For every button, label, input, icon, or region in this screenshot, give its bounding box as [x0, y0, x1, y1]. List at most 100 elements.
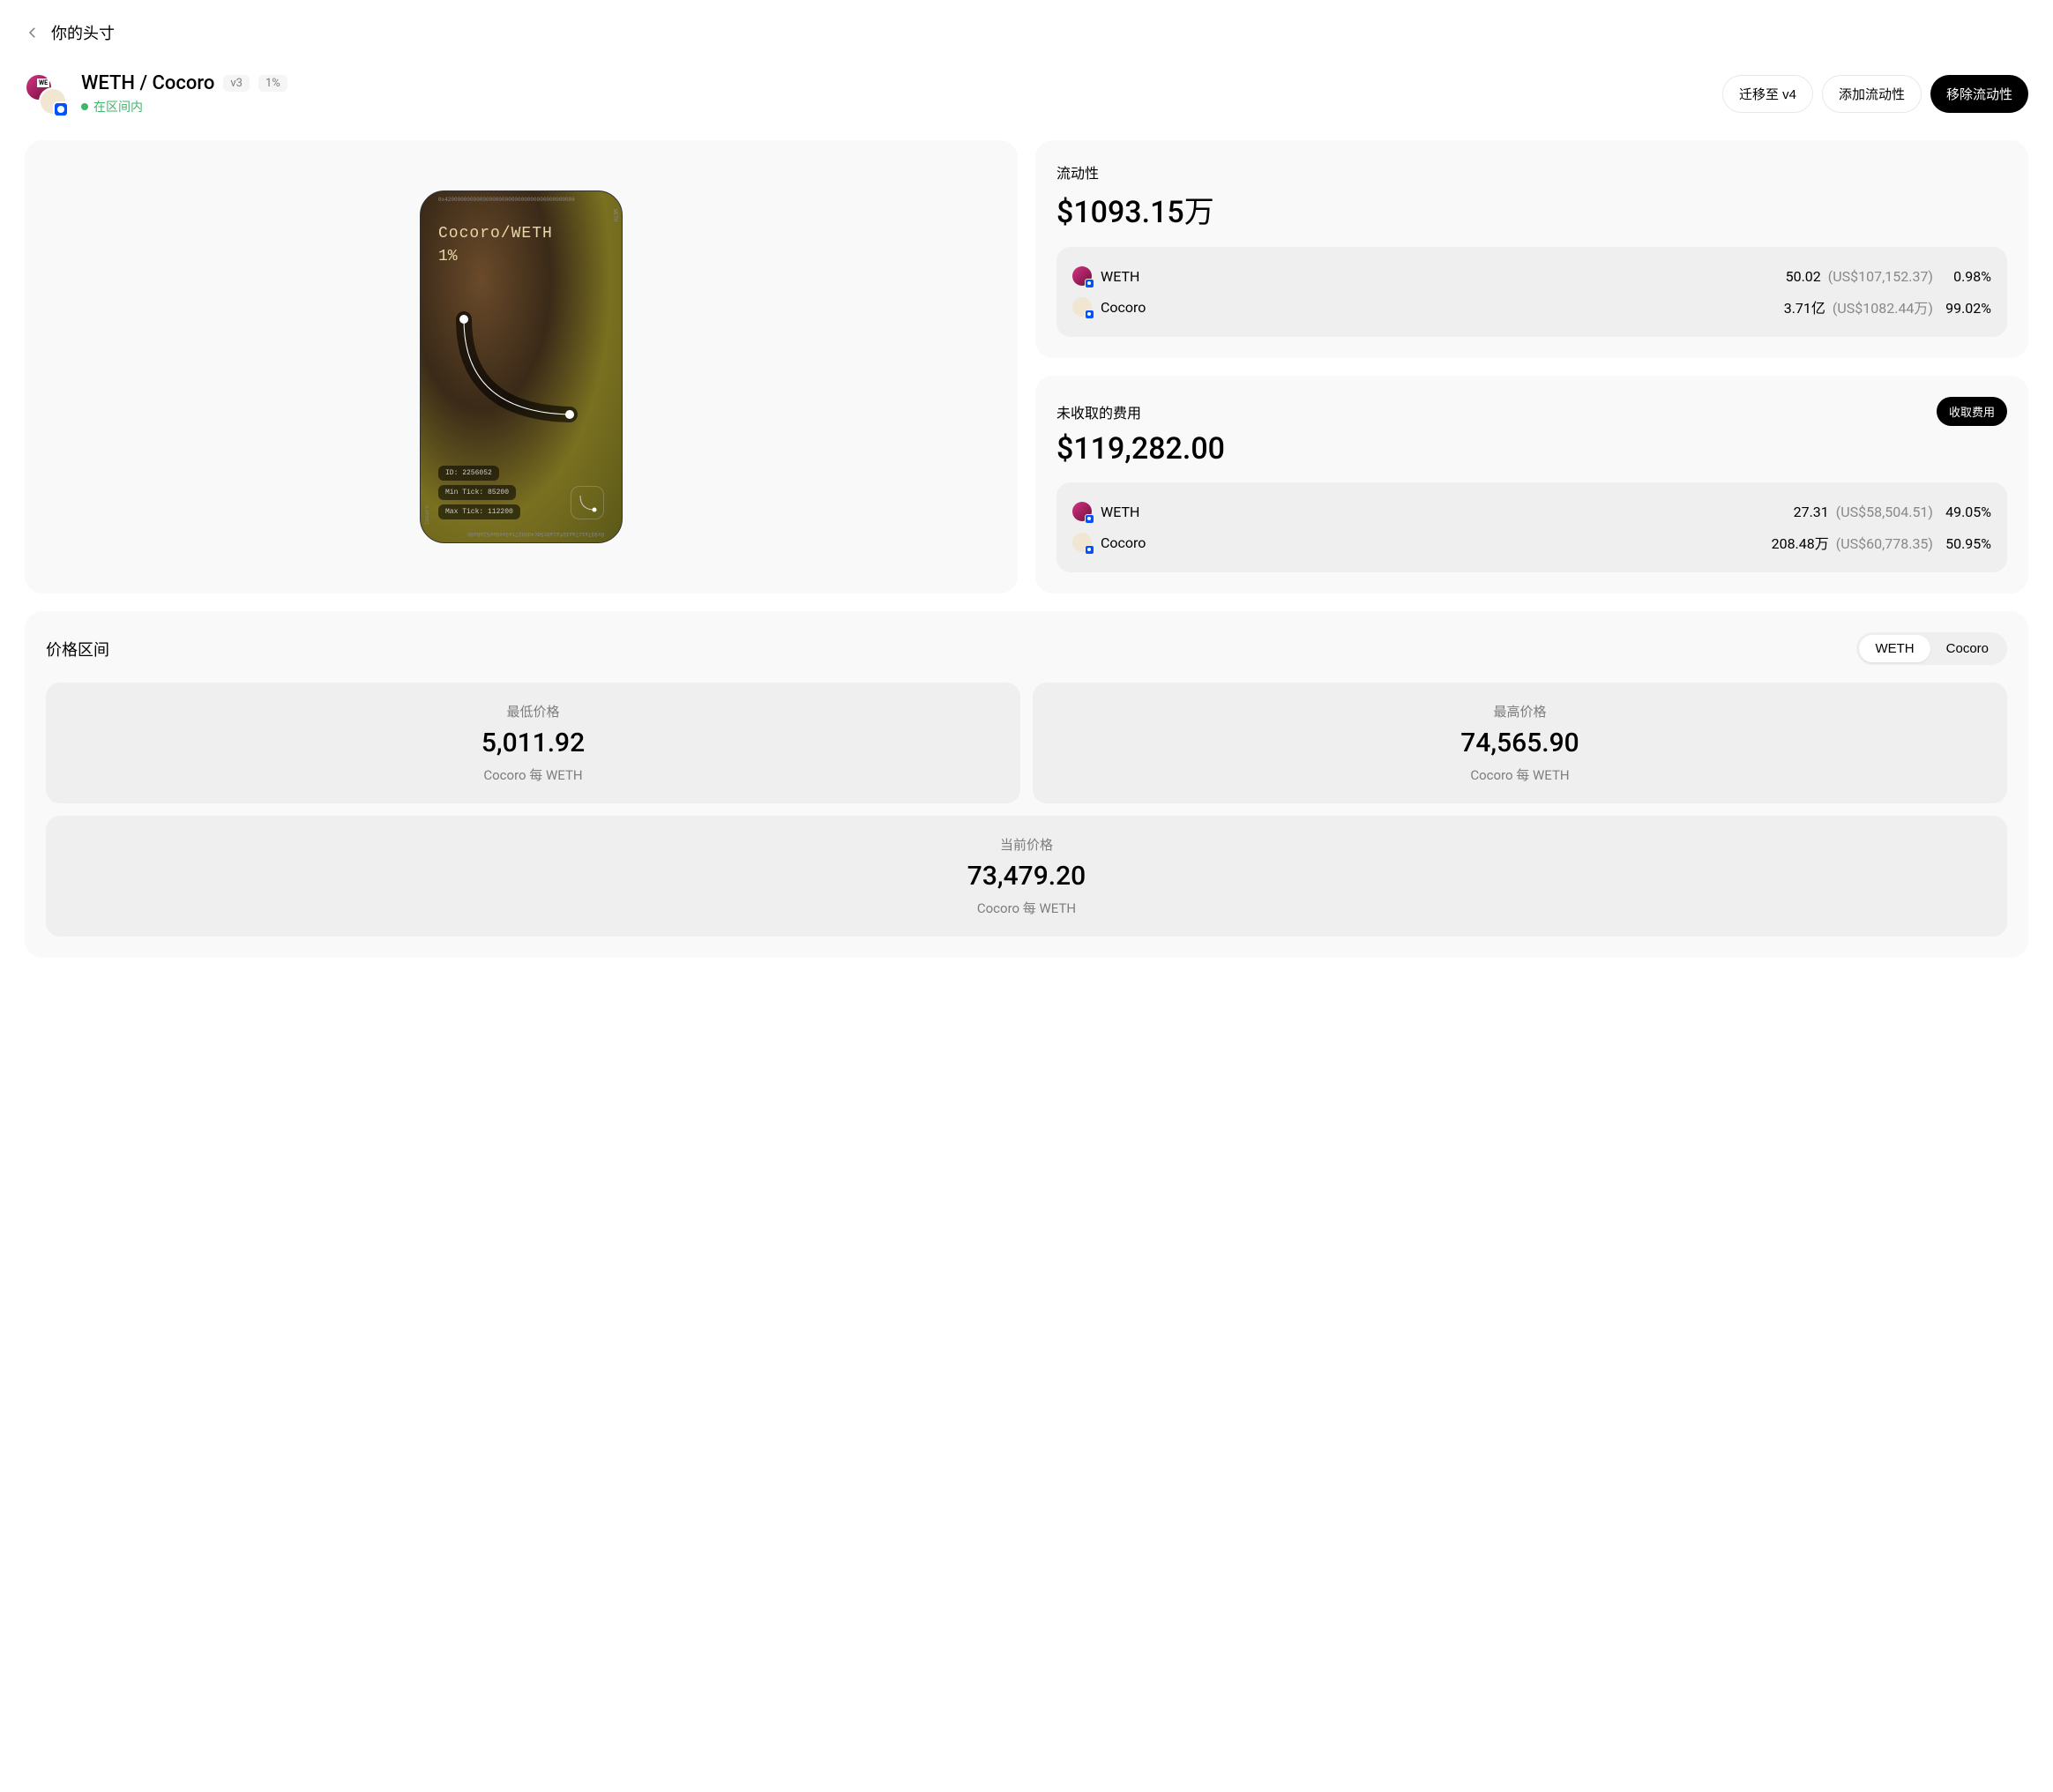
status-dot-icon	[81, 103, 88, 110]
back-arrow-icon	[25, 25, 41, 41]
token-amount: 27.31	[1794, 504, 1829, 520]
token-amount: 50.02	[1786, 268, 1821, 285]
cocoro-mini-icon	[1072, 297, 1092, 317]
max-price-unit: Cocoro 每 WETH	[1052, 765, 1988, 784]
max-price-label: 最高价格	[1052, 702, 1988, 721]
liquidity-breakdown: WETH 50.02 (US$107,152.37) 0.98% Cocoro …	[1056, 247, 2007, 337]
chain-badge-icon	[53, 101, 69, 117]
liquidity-label: 流动性	[1056, 161, 2007, 183]
nft-border-left: Cocoro	[424, 505, 430, 525]
token-usd: (US$107,152.37)	[1828, 268, 1933, 285]
token-pct: 0.98%	[1940, 268, 1991, 285]
back-label: 你的头寸	[51, 21, 115, 44]
toggle-cocoro-button[interactable]: Cocoro	[1930, 635, 2004, 662]
cocoro-mini-icon	[1072, 533, 1092, 552]
token-right: 3.71亿 (US$1082.44万) 99.02%	[1784, 296, 1991, 317]
token-right: 208.48万 (US$60,778.35) 50.95%	[1772, 532, 1991, 553]
nft-curve-icon	[451, 310, 592, 434]
weth-mini-icon	[1072, 502, 1092, 521]
remove-liquidity-button[interactable]: 移除流动性	[1930, 75, 2028, 113]
token-usd: (US$60,778.35)	[1836, 535, 1933, 552]
token-right: 50.02 (US$107,152.37) 0.98%	[1786, 268, 1991, 285]
price-grid: 最低价格 5,011.92 Cocoro 每 WETH 最高价格 74,565.…	[46, 683, 2007, 803]
min-price-label: 最低价格	[65, 702, 1001, 721]
token-right: 27.31 (US$58,504.51) 49.05%	[1794, 504, 1991, 520]
nft-art: 0x42000000000000000000000000000000000000…	[420, 190, 623, 543]
status-row: 在区间内	[81, 98, 287, 116]
nft-card: 0x42000000000000000000000000000000000000…	[25, 140, 1018, 594]
nft-fee: 1%	[438, 248, 604, 265]
token-left: Cocoro	[1072, 533, 1146, 552]
current-price-unit: Cocoro 每 WETH	[65, 899, 1988, 917]
right-column: 流动性 $1093.15万 WETH 50.02 (US$107,152.37)…	[1035, 140, 2028, 594]
token-name: Cocoro	[1101, 299, 1146, 316]
chain-mini-icon	[1085, 279, 1094, 288]
title-column: WETH / Cocoro v3 1% 在区间内	[81, 72, 287, 116]
chain-mini-icon	[1085, 310, 1094, 319]
token-toggle: WETH Cocoro	[1856, 632, 2007, 665]
token-left: WETH	[1072, 502, 1139, 521]
min-price-unit: Cocoro 每 WETH	[65, 765, 1001, 784]
collect-fees-button[interactable]: 收取费用	[1937, 397, 2007, 426]
token-pct: 50.95%	[1940, 535, 1991, 552]
price-range-header: 价格区间 WETH Cocoro	[46, 632, 2007, 665]
min-price-box: 最低价格 5,011.92 Cocoro 每 WETH	[46, 683, 1020, 803]
nft-pills: ID: 2256052 Min Tick: 85200 Max Tick: 11…	[438, 466, 520, 519]
header-left: WETH / Cocoro v3 1% 在区间内	[25, 72, 287, 116]
header-actions: 迁移至 v4 添加流动性 移除流动性	[1722, 75, 2028, 113]
status-text: 在区间内	[93, 98, 143, 116]
liquidity-card: 流动性 $1093.15万 WETH 50.02 (US$107,152.37)…	[1035, 140, 2028, 358]
nft-title: Cocoro/WETH	[438, 225, 604, 243]
nft-min-tick-pill: Min Tick: 85200	[438, 485, 516, 500]
fees-row-weth: WETH 27.31 (US$58,504.51) 49.05%	[1072, 497, 1991, 526]
nft-border-top: 0x42000000000000000000000000000000000000…	[438, 197, 604, 203]
current-price-label: 当前价格	[65, 835, 1988, 854]
pair-title: WETH / Cocoro	[81, 72, 214, 94]
back-row[interactable]: 你的头寸	[25, 21, 2028, 44]
token-usd: (US$58,504.51)	[1836, 504, 1933, 520]
max-price-box: 最高价格 74,565.90 Cocoro 每 WETH	[1033, 683, 2007, 803]
migrate-button[interactable]: 迁移至 v4	[1722, 75, 1813, 113]
liquidity-row-weth: WETH 50.02 (US$107,152.37) 0.98%	[1072, 261, 1991, 291]
current-price-value: 73,479.20	[65, 861, 1988, 892]
fees-value: $119,282.00	[1056, 431, 2007, 467]
token-amount: 3.71亿	[1784, 296, 1825, 317]
price-range-card: 价格区间 WETH Cocoro 最低价格 5,011.92 Cocoro 每 …	[25, 611, 2028, 958]
nft-id-pill: ID: 2256052	[438, 466, 499, 481]
max-price-value: 74,565.90	[1052, 728, 1988, 758]
token-name: Cocoro	[1101, 534, 1146, 551]
liquidity-row-cocoro: Cocoro 3.71亿 (US$1082.44万) 99.02%	[1072, 291, 1991, 323]
fees-breakdown: WETH 27.31 (US$58,504.51) 49.05% Cocoro …	[1056, 482, 2007, 572]
nft-corner-icon	[571, 486, 604, 519]
nft-border-right: WETH	[612, 209, 618, 221]
position-header: WETH / Cocoro v3 1% 在区间内 迁移至 v4 添加流动性 移除…	[25, 72, 2028, 116]
min-price-value: 5,011.92	[65, 728, 1001, 758]
nft-max-tick-pill: Max Tick: 112200	[438, 504, 520, 519]
token-left: WETH	[1072, 266, 1139, 286]
toggle-weth-button[interactable]: WETH	[1859, 635, 1930, 662]
fees-row-cocoro: Cocoro 208.48万 (US$60,778.35) 50.95%	[1072, 526, 1991, 558]
chain-mini-icon	[1085, 545, 1094, 555]
version-chip: v3	[223, 75, 250, 92]
fees-label: 未收取的费用	[1056, 401, 1141, 422]
chain-mini-icon	[1085, 514, 1094, 524]
fees-card: 未收取的费用 收取费用 $119,282.00 WETH 27.31 (US$5…	[1035, 376, 2028, 594]
token-amount: 208.48万	[1772, 532, 1829, 553]
token-pair-icons	[25, 73, 67, 116]
title-row: WETH / Cocoro v3 1%	[81, 72, 287, 94]
liquidity-value: $1093.15万	[1056, 188, 2007, 231]
token-name: WETH	[1101, 268, 1139, 285]
nft-border-bottom: 0x937a1c7aa10fa1a9t5dc4d0927te3ee9ee52a8…	[438, 531, 604, 537]
weth-mini-icon	[1072, 266, 1092, 286]
fee-chip: 1%	[258, 75, 287, 92]
price-range-title: 价格区间	[46, 638, 109, 661]
main-grid: 0x42000000000000000000000000000000000000…	[25, 140, 2028, 594]
token-left: Cocoro	[1072, 297, 1146, 317]
fees-header: 未收取的费用 收取费用	[1056, 397, 2007, 426]
current-price-box: 当前价格 73,479.20 Cocoro 每 WETH	[46, 816, 2007, 937]
token-pct: 99.02%	[1940, 300, 1991, 317]
token-pct: 49.05%	[1940, 504, 1991, 520]
token-name: WETH	[1101, 504, 1139, 520]
token-usd: (US$1082.44万)	[1833, 296, 1933, 317]
add-liquidity-button[interactable]: 添加流动性	[1822, 75, 1922, 113]
